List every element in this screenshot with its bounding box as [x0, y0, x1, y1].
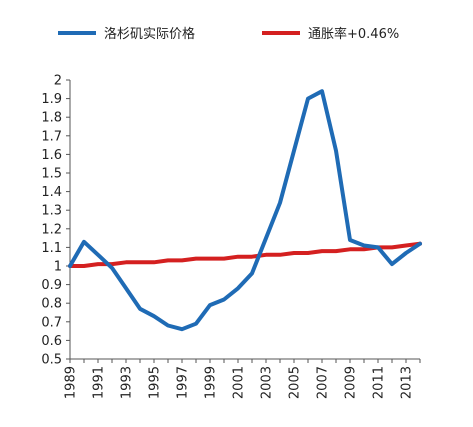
x-tick-label: 1995	[148, 366, 163, 399]
x-tick-label: 2003	[260, 366, 275, 399]
x-tick-label: 1989	[64, 366, 79, 399]
y-tick-label: 1.8	[41, 111, 62, 126]
y-tick-label: 0.8	[41, 297, 62, 312]
x-axis: 1989 1991 1993 1995 1997 1999 2001 2003 2005 2007…	[64, 358, 421, 399]
y-tick-label: 1.2	[41, 222, 62, 237]
x-tick-label: 2011	[372, 366, 387, 399]
x-tick-label: 1993	[120, 366, 135, 399]
y-tick-label: 0.6	[41, 334, 62, 349]
x-tick-label: 2001	[232, 366, 247, 399]
x-tick-label: 1999	[204, 366, 219, 399]
y-tick-label: 1.1	[41, 241, 62, 256]
x-tick-label: 1991	[92, 366, 107, 399]
y-tick-label: 2	[54, 74, 62, 89]
y-tick-label: 1.9	[41, 92, 62, 107]
x-tick-label: 1997	[176, 366, 191, 399]
y-axis: 0.5 0.6 0.7 0.8 0.9 1 1.1 1.2 1.3 1.4 1.5 1.6 1.7 1.8…	[41, 74, 71, 368]
y-tick-label: 1.3	[41, 204, 62, 219]
y-tick-label: 0.7	[41, 315, 62, 330]
legend-label-1: 洛杉矶实际价格	[104, 26, 195, 42]
y-tick-label: 1.5	[41, 167, 62, 182]
series-line-1	[68, 89, 422, 332]
y-tick-label: 1.4	[41, 185, 62, 200]
legend-label-2: 通胀率+0.46%	[308, 26, 399, 42]
x-tick-label: 2005	[288, 366, 303, 399]
legend: 洛杉矶实际价格 通胀率+0.46%	[58, 26, 399, 42]
y-tick-label: 1	[54, 260, 62, 275]
y-tick-label: 1.7	[41, 129, 62, 144]
y-tick-label: 1.6	[41, 148, 62, 163]
y-tick-label: 0.5	[41, 353, 62, 368]
series-layer	[68, 89, 422, 332]
x-tick-label: 2007	[316, 366, 331, 399]
y-tick-label: 0.9	[41, 278, 62, 293]
series-line-2	[68, 241, 422, 268]
x-tick-label: 2009	[344, 366, 359, 399]
x-tick-label: 2013	[400, 366, 415, 399]
